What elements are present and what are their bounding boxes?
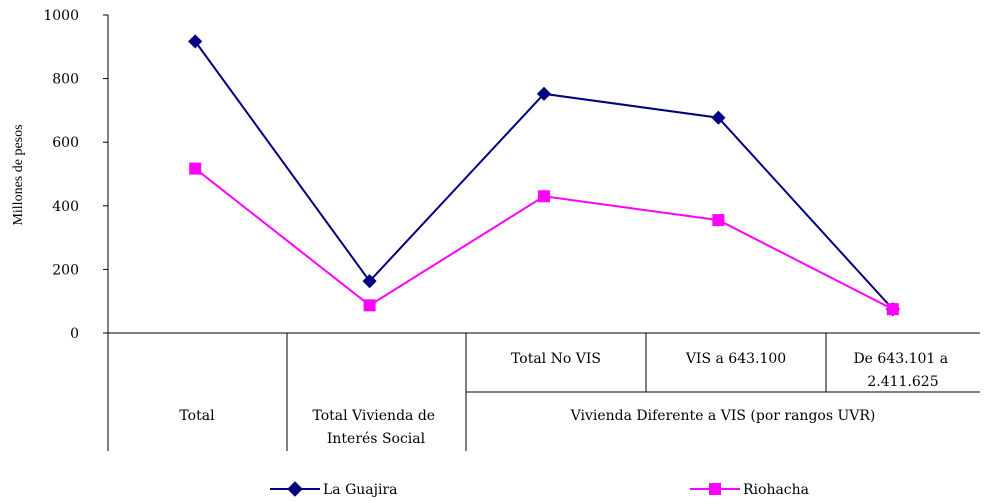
data-point-la-guajira [536, 86, 552, 101]
category-group-label-no-vis: Vivienda Diferente a VIS (por rangos UVR… [570, 408, 876, 424]
data-point-riohacha [712, 214, 725, 227]
category-label-vis: Total Vivienda de Interés Social [312, 408, 439, 447]
legend-marker-la-guajira [287, 481, 303, 497]
y-tick-label: 800 [52, 72, 79, 88]
category-label-no-vis-range2-line: 2.411.625 [867, 374, 938, 390]
legend: La Guajira Riohacha [270, 481, 809, 498]
series-layer [188, 34, 900, 317]
legend-label-la-guajira: La Guajira [323, 482, 398, 498]
category-label-no-vis-range1: VIS a 643.100 [685, 351, 786, 367]
legend-item-riohacha: Riohacha [690, 482, 809, 498]
category-label-vis-line: Interés Social [327, 431, 426, 447]
data-point-riohacha [886, 303, 899, 316]
category-label-no-vis-range2-line: De 643.101 a [853, 351, 948, 367]
category-table [107, 333, 980, 451]
series-line-la-guajira [194, 40, 894, 310]
data-point-la-guajira [711, 110, 726, 125]
y-axis-label: Millones de pesos [11, 124, 26, 225]
data-point-riohacha [363, 299, 376, 312]
category-label-no-vis-total: Total No VIS [511, 351, 601, 367]
y-axis-ticks: 0 200 400 600 800 1000 [43, 8, 108, 342]
legend-label-riohacha: Riohacha [743, 482, 809, 498]
data-point-riohacha [189, 162, 202, 175]
category-label-total: Total [179, 408, 215, 424]
category-label-no-vis-range2: De 643.101 a 2.411.625 [853, 351, 952, 390]
y-tick-label: 200 [52, 262, 79, 278]
legend-item-la-guajira: La Guajira [270, 481, 398, 498]
data-point-la-guajira [188, 34, 203, 49]
category-label-vis-line: Total Vivienda de [312, 408, 435, 424]
y-tick-label: 0 [70, 326, 79, 342]
y-tick-label: 600 [52, 135, 79, 151]
data-point-la-guajira [362, 274, 377, 289]
y-tick-label: 400 [52, 199, 79, 215]
data-point-riohacha [538, 190, 550, 203]
y-tick-label: 1000 [43, 8, 79, 24]
legend-marker-riohacha [709, 483, 721, 495]
series-line-riohacha [194, 167, 894, 311]
